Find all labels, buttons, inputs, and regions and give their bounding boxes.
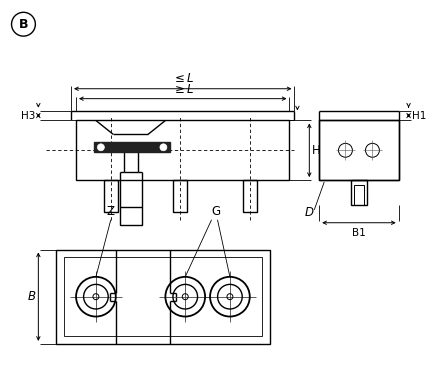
Bar [354, 185, 364, 205]
Text: G: G [211, 205, 220, 218]
Circle shape [160, 144, 167, 151]
Text: H: H [312, 144, 321, 157]
Bar [76, 120, 290, 180]
Bar [64, 258, 262, 336]
Text: H3: H3 [21, 111, 35, 120]
Text: $\leq L$: $\leq L$ [172, 72, 194, 85]
Bar [174, 180, 187, 212]
Text: D: D [305, 206, 314, 219]
Bar [351, 180, 367, 205]
Text: H1: H1 [412, 111, 426, 120]
Bar [319, 120, 399, 180]
Circle shape [97, 144, 104, 151]
Polygon shape [94, 142, 170, 152]
Text: B: B [19, 18, 28, 31]
Text: B: B [27, 290, 35, 303]
Text: B1: B1 [352, 228, 366, 238]
Text: $\geq L$: $\geq L$ [172, 82, 194, 96]
Text: Z: Z [107, 205, 115, 218]
Bar [319, 120, 399, 180]
Bar [120, 207, 142, 225]
Bar [104, 180, 118, 212]
Bar [243, 180, 257, 212]
Bar [56, 249, 269, 344]
